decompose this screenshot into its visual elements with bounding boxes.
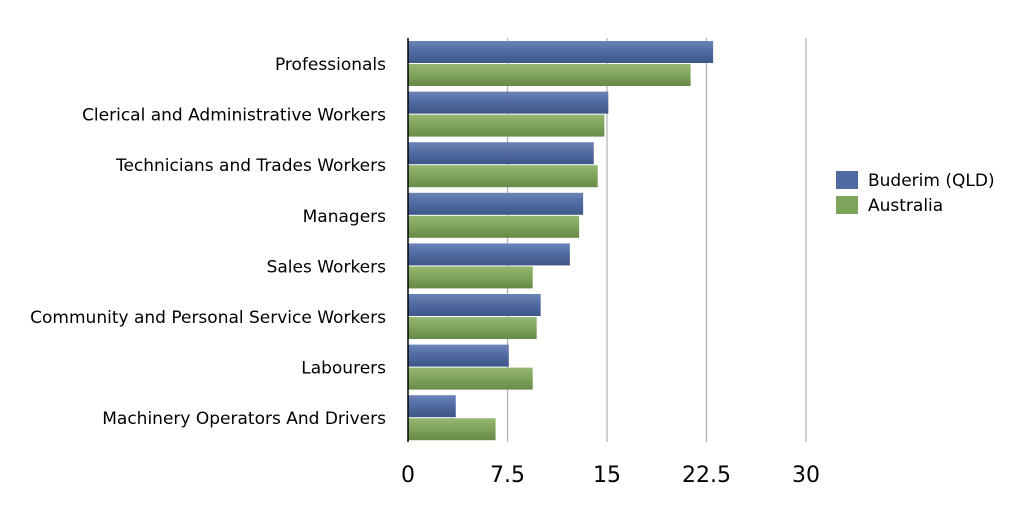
bar-australia — [408, 114, 605, 137]
bar-buderim — [408, 142, 594, 165]
bar-buderim — [408, 395, 456, 418]
category-label: Clerical and Administrative Workers — [82, 106, 386, 126]
x-tick-label: 0 — [401, 463, 415, 488]
bar-australia — [408, 266, 533, 289]
bar-buderim — [408, 243, 570, 266]
bar-buderim — [408, 41, 714, 63]
category-label: Professionals — [275, 55, 386, 75]
bar-australia — [408, 64, 691, 86]
x-tick-label: 7.5 — [490, 463, 525, 488]
bar-australia — [408, 418, 496, 441]
bar-buderim — [408, 294, 541, 316]
category-label: Machinery Operators And Drivers — [102, 409, 386, 429]
legend-label: Australia — [868, 196, 943, 216]
category-label: Managers — [303, 207, 387, 227]
x-tick-label: 22.5 — [682, 463, 731, 488]
category-label: Labourers — [301, 359, 386, 379]
bar-australia — [408, 367, 533, 390]
category-label: Technicians and Trades Workers — [115, 156, 386, 176]
x-tick-label: 30 — [792, 463, 820, 488]
x-tick-label: 15 — [593, 463, 621, 488]
bar-australia — [408, 317, 537, 339]
category-label: Sales Workers — [267, 257, 387, 277]
x-tick-labels: 0 7.5 15 22.5 30 — [401, 463, 820, 488]
legend-swatch — [836, 171, 858, 189]
legend-label: Buderim (QLD) — [868, 171, 995, 191]
legend-swatch — [836, 196, 858, 214]
legend: Buderim (QLD) Australia — [836, 171, 995, 216]
bar-buderim — [408, 344, 509, 367]
bar-australia — [408, 165, 598, 188]
bars — [408, 41, 714, 441]
bar-australia — [408, 215, 580, 238]
category-labels: Professionals Clerical and Administrative… — [30, 55, 386, 429]
bar-buderim — [408, 192, 584, 215]
category-label: Community and Personal Service Workers — [30, 308, 386, 328]
bar-buderim — [408, 91, 609, 114]
